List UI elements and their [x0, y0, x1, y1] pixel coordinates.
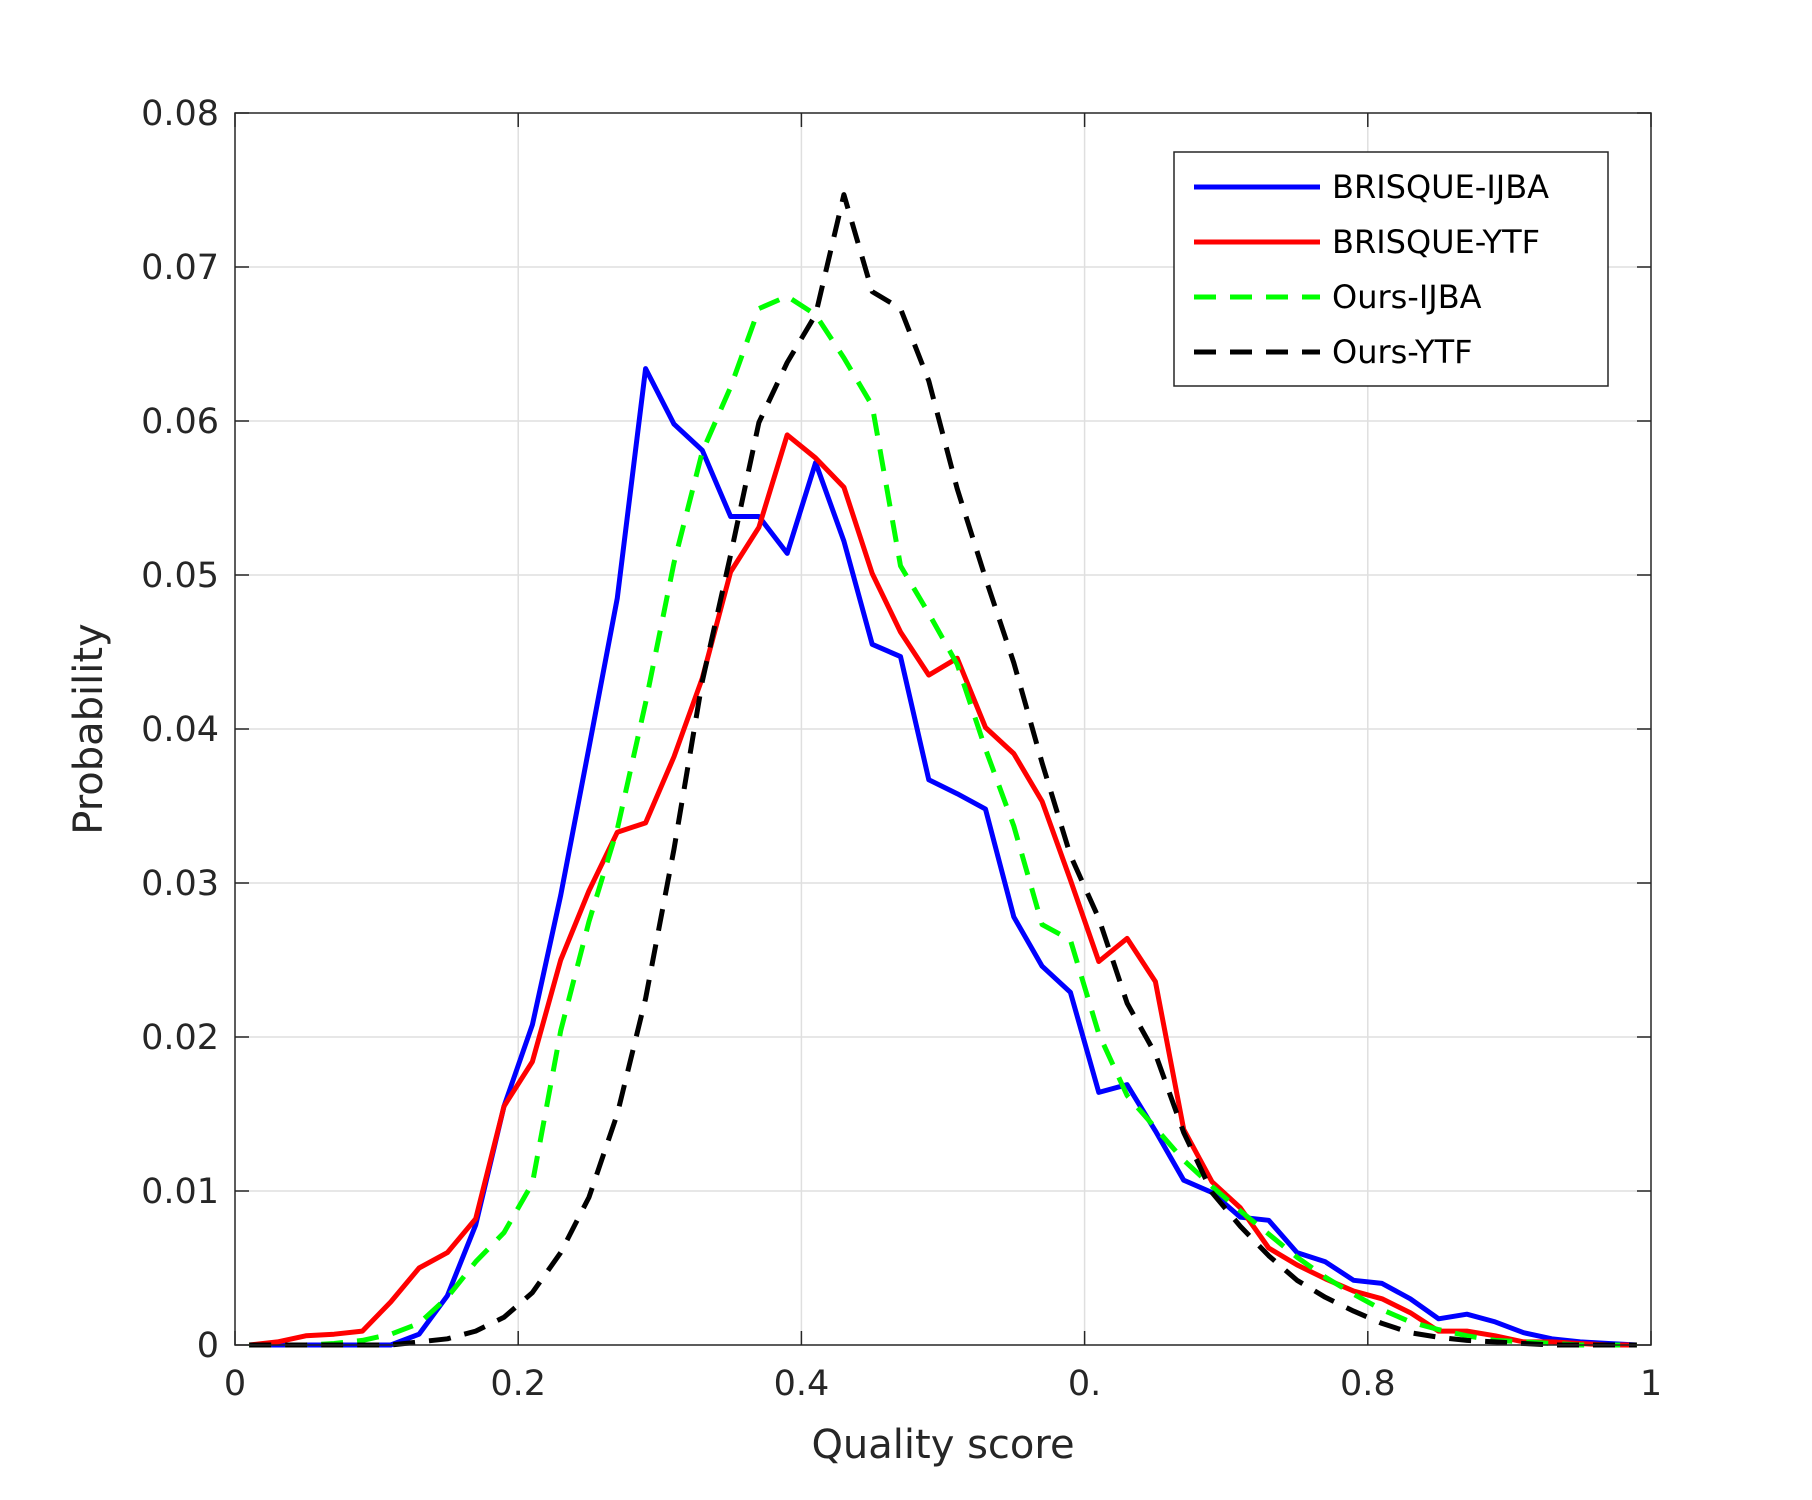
x-tick-label: 0.2	[490, 1364, 546, 1404]
legend: BRISQUE-IJBA BRISQUE-YTF Ours-IJBA Ours-YTF	[1173, 151, 1609, 387]
x-axis-label: Quality score	[811, 1422, 1074, 1468]
series-line-ours-ijba	[249, 293, 1637, 1348]
legend-label: BRISQUE-IJBA	[1332, 168, 1549, 206]
y-tick-label: 0	[197, 1326, 219, 1366]
y-tick-label: 0.08	[141, 94, 219, 134]
y-axis-label: Probability	[66, 623, 112, 834]
x-tick-label: 0.4	[774, 1364, 830, 1404]
y-tick-label: 0.04	[141, 710, 219, 750]
grid	[235, 113, 1651, 1345]
legend-label: BRISQUE-YTF	[1332, 223, 1540, 261]
legend-label: Ours-YTF	[1332, 333, 1473, 371]
y-tick-label: 0.07	[141, 248, 219, 288]
legend-label: Ours-IJBA	[1332, 278, 1482, 316]
axis-ticks: 0 0.2 0.4 0. 0.8 1 0 0.01 0.02 0.03 0.04 0.05 0.06 0.…	[141, 94, 1662, 1404]
series-line-ours-ytf	[249, 192, 1637, 1348]
x-tick-label: 1	[1640, 1364, 1662, 1404]
y-tick-label: 0.01	[141, 1172, 219, 1212]
x-tick-label: 0	[224, 1364, 246, 1404]
series-lines	[248, 192, 1637, 1348]
y-tick-label: 0.06	[141, 402, 219, 442]
legend-box	[1173, 151, 1609, 387]
series-line-brisque-ytf	[248, 432, 1637, 1348]
x-tick-label: 0.	[1068, 1364, 1101, 1404]
y-tick-label: 0.02	[141, 1018, 219, 1058]
y-tick-label: 0.05	[141, 556, 219, 596]
x-tick-label: 0.8	[1340, 1364, 1396, 1404]
y-tick-label: 0.03	[141, 864, 219, 904]
